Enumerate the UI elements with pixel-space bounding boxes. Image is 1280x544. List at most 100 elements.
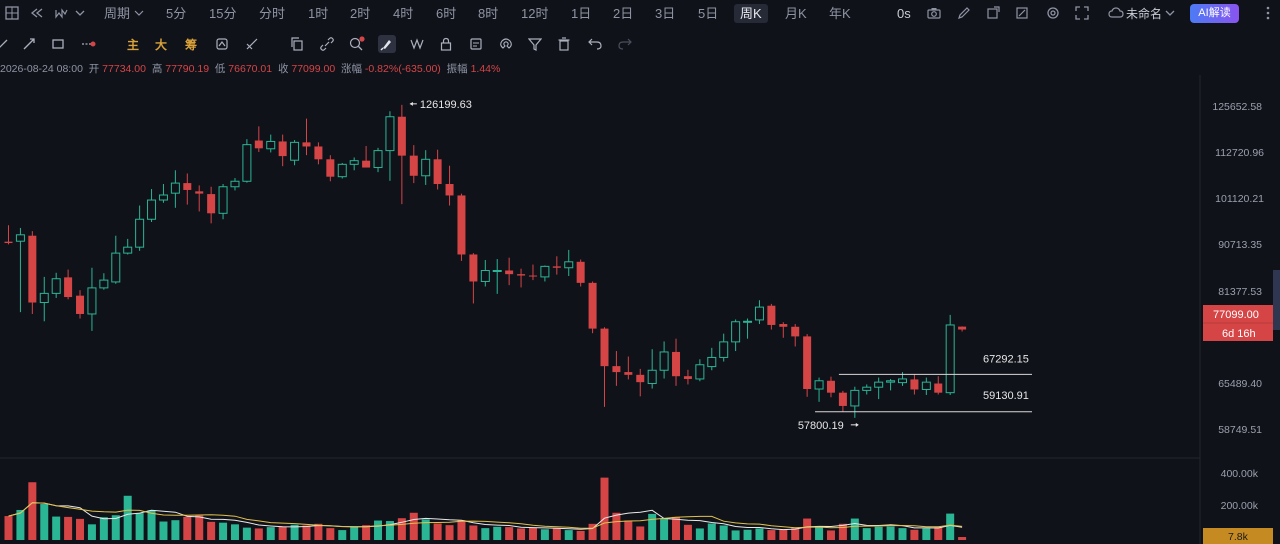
candle-body xyxy=(457,195,466,255)
candle xyxy=(612,351,621,386)
candle-body xyxy=(39,292,49,304)
trash-icon[interactable] xyxy=(555,35,573,53)
volume-bar xyxy=(862,528,871,540)
volume-bar xyxy=(28,482,37,540)
undo-icon[interactable] xyxy=(586,35,604,53)
drawing-toolbar: 主 大 筹 xyxy=(0,31,640,57)
cloud-icon[interactable] xyxy=(1107,4,1125,22)
fullscreen-icon[interactable] xyxy=(1073,4,1091,22)
redo-icon[interactable] xyxy=(616,35,634,53)
candle xyxy=(158,184,168,203)
candle xyxy=(218,184,228,220)
interval-8h[interactable]: 8时 xyxy=(478,6,499,21)
layout-name[interactable]: 未命名 xyxy=(1126,7,1163,21)
period-dropdown[interactable]: 周期 xyxy=(104,4,144,23)
hide-icon[interactable] xyxy=(408,35,426,53)
rectangle-icon[interactable] xyxy=(49,35,67,53)
volume-bar xyxy=(528,527,537,540)
interval-2d[interactable]: 2日 xyxy=(613,6,634,21)
magnet-icon[interactable] xyxy=(497,35,515,53)
candlestick-series xyxy=(4,104,967,418)
grid-icon[interactable] xyxy=(3,4,21,22)
interval-2h[interactable]: 2时 xyxy=(350,6,371,21)
interval-4h[interactable]: 4时 xyxy=(393,6,414,21)
candle-body xyxy=(672,351,681,377)
link-icon[interactable] xyxy=(318,35,336,53)
candle xyxy=(517,268,526,288)
interval-week[interactable]: 周K xyxy=(734,4,768,23)
interval-1d[interactable]: 1日 xyxy=(571,6,592,21)
ai-analysis-button[interactable]: AI解读 xyxy=(1190,4,1239,23)
settings-icon[interactable] xyxy=(1044,4,1062,22)
candle xyxy=(862,384,872,395)
candle-body xyxy=(540,265,550,278)
candle xyxy=(242,139,252,183)
lock-icon[interactable] xyxy=(437,35,455,53)
chip-indicator-toggle[interactable]: 筹 xyxy=(184,37,197,52)
candle-body xyxy=(421,158,431,177)
volume-bar xyxy=(838,523,847,540)
interval-15m[interactable]: 15分 xyxy=(209,6,237,21)
candle xyxy=(87,267,97,331)
main-indicator-toggle[interactable]: 主 xyxy=(126,37,139,52)
interval-3d[interactable]: 3日 xyxy=(655,6,676,21)
template-icon[interactable] xyxy=(467,35,485,53)
chevron-down-icon[interactable] xyxy=(1161,4,1179,22)
candle xyxy=(302,118,311,156)
high-label: 高 xyxy=(151,63,163,75)
brush-icon[interactable] xyxy=(378,35,396,53)
more-icon[interactable] xyxy=(1259,4,1277,22)
interval-timeshare[interactable]: 分时 xyxy=(259,6,286,21)
interval-5d[interactable]: 5日 xyxy=(698,6,719,21)
symbol-switch-icon[interactable] xyxy=(52,4,70,22)
volume-bar xyxy=(958,537,967,540)
volume-bar xyxy=(278,526,287,540)
expand-icon[interactable] xyxy=(1013,4,1031,22)
axis-scroll-handle[interactable] xyxy=(1273,270,1280,330)
interval-6h[interactable]: 6时 xyxy=(436,6,457,21)
volume-bar xyxy=(922,528,931,540)
volume-bar xyxy=(636,526,645,540)
filter-icon[interactable] xyxy=(526,35,544,53)
crosshair-icon[interactable] xyxy=(0,35,12,53)
change-label: 涨幅 xyxy=(341,63,362,75)
ohlc-info-bar: 2026-08-24 08:00 开 77734.00 高 77790.19 低… xyxy=(0,61,500,75)
zoom-icon[interactable] xyxy=(348,35,366,53)
volume-bar xyxy=(457,520,466,540)
copy-icon[interactable] xyxy=(288,35,306,53)
candle-body xyxy=(170,182,180,194)
low-value: 76670.01 xyxy=(228,63,273,75)
pencil-icon[interactable] xyxy=(955,4,973,22)
low-label: 低 xyxy=(214,63,226,75)
candle-countdown-label: 6d 16h xyxy=(1222,328,1256,340)
trend-line-icon[interactable] xyxy=(20,35,38,53)
export-icon[interactable] xyxy=(984,4,1002,22)
candle-body xyxy=(683,376,692,379)
interval-12h[interactable]: 12时 xyxy=(521,6,549,21)
candle xyxy=(934,376,943,395)
interval-month[interactable]: 月K xyxy=(785,6,807,21)
volume-bar xyxy=(338,530,347,540)
interval-year[interactable]: 年K xyxy=(829,6,851,21)
chevron-down-icon[interactable] xyxy=(71,4,89,22)
volume-bar xyxy=(648,513,657,540)
camera-icon[interactable] xyxy=(925,4,943,22)
interval-1h[interactable]: 1时 xyxy=(308,6,329,21)
candle-body xyxy=(480,269,490,282)
collapse-left-icon[interactable] xyxy=(27,4,45,22)
volume-bar xyxy=(695,528,704,540)
large-indicator-toggle[interactable]: 大 xyxy=(154,37,167,52)
candle xyxy=(290,140,300,166)
price-tick: 58749.51 xyxy=(1218,424,1262,436)
amplitude-value: 1.44% xyxy=(470,63,501,75)
volume-bar xyxy=(552,528,561,540)
candle xyxy=(850,386,860,418)
volume-bar xyxy=(76,518,85,540)
candle xyxy=(945,314,955,395)
interval-5m[interactable]: 5分 xyxy=(166,6,187,21)
measure-icon[interactable] xyxy=(243,35,261,53)
ray-icon[interactable] xyxy=(80,35,98,53)
candle-body xyxy=(302,142,311,147)
compare-icon[interactable] xyxy=(213,35,231,53)
